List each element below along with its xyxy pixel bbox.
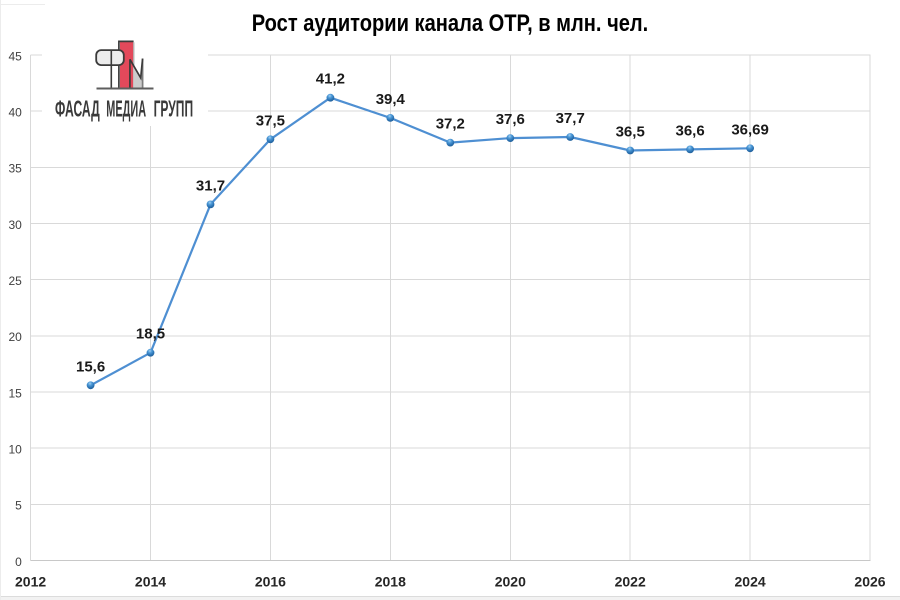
svg-text:ФАСАД: ФАСАД (55, 96, 100, 122)
svg-text:45: 45 (8, 49, 22, 63)
svg-text:ГРУПП: ГРУПП (154, 96, 194, 122)
svg-text:2014: 2014 (135, 573, 166, 589)
svg-text:2024: 2024 (735, 573, 766, 589)
svg-text:37,6: 37,6 (496, 111, 525, 128)
svg-text:30: 30 (8, 218, 22, 232)
svg-text:18,5: 18,5 (136, 326, 165, 343)
svg-text:2026: 2026 (854, 573, 885, 589)
svg-text:31,7: 31,7 (196, 177, 225, 194)
svg-text:2016: 2016 (255, 573, 286, 589)
svg-text:36,69: 36,69 (731, 121, 769, 138)
svg-text:0: 0 (15, 555, 22, 569)
svg-text:2012: 2012 (15, 573, 46, 589)
svg-text:15,6: 15,6 (76, 358, 105, 375)
svg-text:35: 35 (8, 162, 22, 176)
svg-text:36,5: 36,5 (616, 124, 645, 141)
svg-text:2022: 2022 (615, 573, 646, 589)
svg-text:37,2: 37,2 (436, 116, 465, 133)
svg-text:5: 5 (15, 499, 22, 513)
svg-text:15: 15 (8, 386, 22, 400)
svg-text:37,5: 37,5 (256, 112, 285, 129)
svg-text:40: 40 (8, 106, 22, 120)
svg-text:МЕДИА: МЕДИА (106, 96, 146, 122)
svg-text:2018: 2018 (375, 573, 406, 589)
svg-text:2020: 2020 (495, 573, 526, 589)
svg-text:37,7: 37,7 (556, 110, 585, 127)
svg-text:39,4: 39,4 (376, 91, 406, 108)
svg-text:Рост аудитории канала ОТР, в м: Рост аудитории канала ОТР, в млн. чел. (252, 10, 649, 37)
svg-text:20: 20 (8, 330, 22, 344)
svg-text:41,2: 41,2 (316, 71, 345, 88)
svg-text:25: 25 (8, 274, 22, 288)
svg-text:10: 10 (8, 443, 22, 457)
svg-text:36,6: 36,6 (675, 122, 704, 139)
